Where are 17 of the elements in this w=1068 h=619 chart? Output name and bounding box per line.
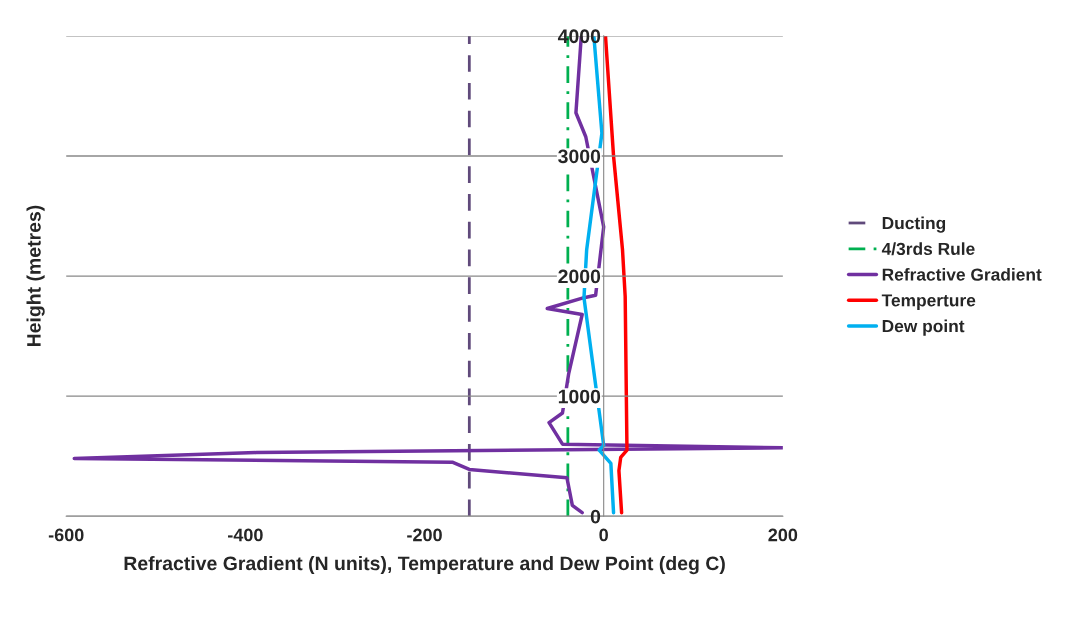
y-axis-title: Height (metres): [26, 205, 45, 347]
y-tick-label: 0: [590, 509, 601, 524]
legend-label: Refractive Gradient: [882, 268, 1042, 281]
x-tick-label: -200: [407, 528, 442, 542]
x-tick-label: 200: [768, 528, 798, 542]
y-tick-label: 1000: [558, 389, 601, 404]
legend-label: Temperture: [881, 294, 976, 310]
legend-label: Ducting: [882, 216, 946, 233]
x-tick-label: -600: [48, 528, 84, 542]
x-tick-label: -400: [228, 528, 263, 542]
line-series: [603, 35, 629, 515]
legend-label: Dew point: [882, 319, 965, 336]
y-tick-label: 2000: [558, 269, 601, 284]
y-tick-label: 3000: [558, 149, 601, 164]
y-tick-label: 4000: [557, 29, 601, 44]
x-axis-title: Refractive Gradient (N units), Temperature and Dew Point (deg C): [124, 555, 725, 575]
legend-label: 4/3rds Rule: [881, 242, 975, 256]
